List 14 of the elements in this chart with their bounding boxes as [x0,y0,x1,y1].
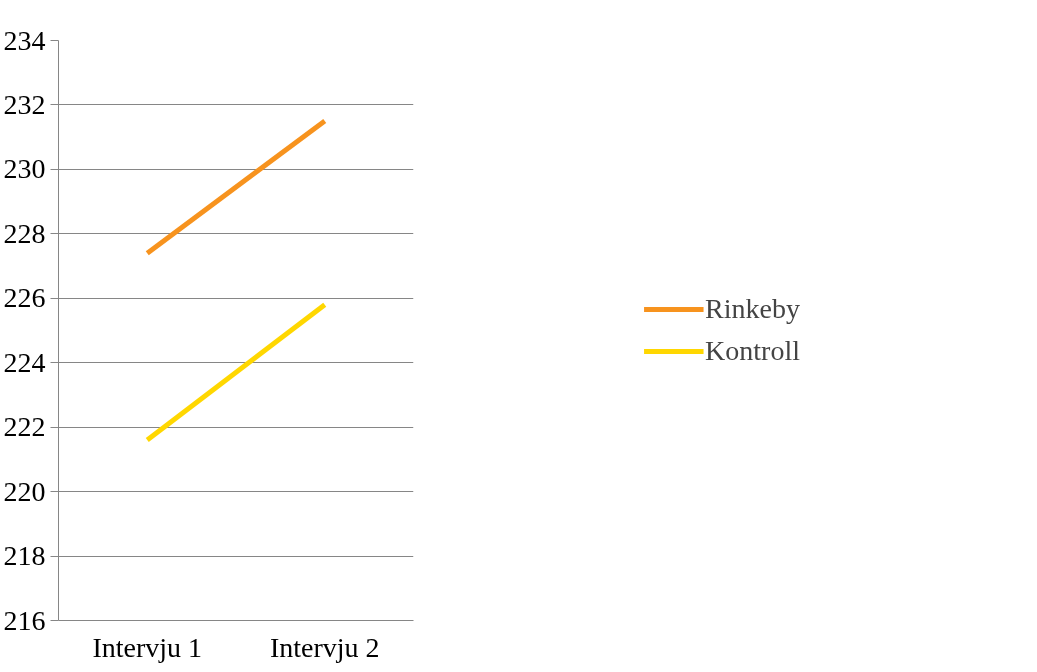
legend-label: Kontroll [705,335,800,367]
legend-label: Rinkeby [705,293,800,325]
x-tick-label: Intervju 1 [92,631,203,663]
y-tick-label: 234 [3,24,46,56]
y-tick-label: 232 [3,88,46,120]
y-tick-label: 218 [3,540,46,572]
y-tick-label: 228 [3,217,46,249]
x-tick-label: Intervju 2 [269,631,380,663]
y-tick-label: 216 [3,604,46,636]
y-tick-label: 230 [3,153,46,185]
y-tick-label: 226 [3,282,46,314]
y-tick-label: 224 [3,346,46,378]
y-tick-label: 220 [3,475,46,507]
y-tick-label: 222 [3,411,46,443]
